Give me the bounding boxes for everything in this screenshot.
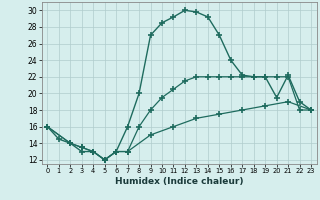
X-axis label: Humidex (Indice chaleur): Humidex (Indice chaleur): [115, 177, 244, 186]
